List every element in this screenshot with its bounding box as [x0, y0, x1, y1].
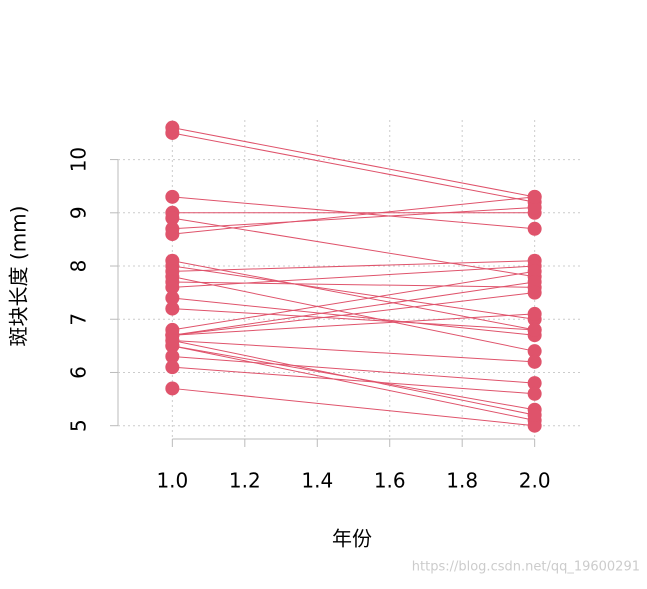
point [165, 301, 180, 316]
y-tick-label: 6 [67, 366, 91, 379]
point [527, 274, 542, 289]
point [527, 306, 542, 321]
series-line [172, 127, 535, 198]
point [165, 381, 180, 396]
point [165, 125, 180, 140]
x-tick-label: 1.6 [374, 469, 406, 493]
point [165, 360, 180, 375]
point [527, 221, 542, 236]
series-line [172, 281, 535, 288]
point [527, 386, 542, 401]
x-tick-label: 2.0 [519, 469, 551, 493]
series-line [172, 297, 535, 336]
watermark: https://blog.csdn.net/qq_19600291 [412, 560, 640, 575]
point [165, 349, 180, 364]
point [527, 408, 542, 423]
series-line [172, 260, 535, 331]
series-line [172, 345, 535, 421]
series-line [172, 308, 535, 331]
point [165, 290, 180, 305]
series-line [172, 281, 535, 336]
y-tick-label: 10 [67, 147, 91, 172]
point [527, 285, 542, 300]
series-line [172, 196, 535, 235]
series-line [172, 270, 535, 331]
point [165, 189, 180, 204]
y-tick-label: 5 [67, 419, 91, 432]
series-line [172, 356, 535, 384]
series-line [172, 387, 535, 427]
series-line [172, 265, 535, 288]
series-line [172, 206, 535, 230]
y-axis-title: 斑块长度 (mm) [7, 206, 31, 347]
point [527, 418, 542, 433]
point [527, 344, 542, 359]
series-line [172, 366, 535, 395]
series-line [172, 340, 535, 416]
x-tick-label: 1.8 [446, 469, 478, 493]
point [165, 211, 180, 226]
x-tick-label: 1.0 [156, 469, 188, 493]
point [165, 280, 180, 295]
point [165, 227, 180, 242]
series-line [172, 313, 535, 336]
point [527, 354, 542, 369]
series-line [172, 132, 535, 203]
y-tick-label: 7 [67, 313, 91, 326]
y-tick-label: 8 [67, 260, 91, 273]
x-tick-label: 1.4 [301, 469, 333, 493]
y-tick-label: 9 [67, 206, 91, 219]
x-axis-title: 年份 [332, 527, 372, 551]
point [527, 322, 542, 337]
point [527, 189, 542, 204]
point [527, 376, 542, 391]
point [527, 264, 542, 279]
point [165, 333, 180, 348]
series-line [172, 265, 535, 320]
series-line [172, 292, 535, 336]
series-line [172, 217, 535, 278]
series-line [172, 340, 535, 363]
x-tick-label: 1.2 [229, 469, 261, 493]
point [527, 200, 542, 215]
series-line [172, 260, 535, 272]
